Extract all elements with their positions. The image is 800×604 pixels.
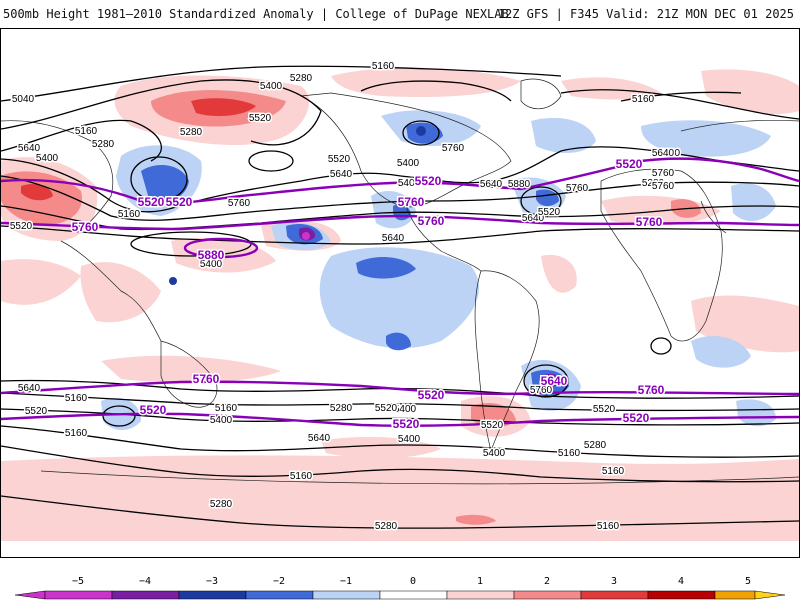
height-label-34: 5520 <box>481 420 504 431</box>
height-label-6: 5520 <box>249 113 272 124</box>
height-label-42: 5280 <box>210 499 233 510</box>
height-label-11: 5520 <box>328 154 351 165</box>
highlight-label-0: 5520 <box>166 195 193 209</box>
height-label-9: 5280 <box>92 139 115 150</box>
height-label-49: 5400 <box>398 434 421 445</box>
height-label-41: 5160 <box>65 428 88 439</box>
height-label-20: 5280 <box>658 148 681 159</box>
highlight-contour-labels: 5520 5760 5520 5880 5520 5760 5520 5760 5760 5520… <box>70 156 666 433</box>
height-label-32: 5400 <box>394 404 417 415</box>
height-label-19: 5160 <box>118 209 141 220</box>
colorbar-tick-4: −1 <box>340 576 352 587</box>
highlight-label-8: 5760 <box>193 372 220 386</box>
colorbar-tick-7: 2 <box>544 576 550 587</box>
height-label-35: 5760 <box>530 385 553 396</box>
height-label-10: 5400 <box>36 153 59 164</box>
height-label-14: 5760 <box>442 143 465 154</box>
height-label-29: 5520 <box>25 406 48 417</box>
height-label-17: 5760 <box>228 198 251 209</box>
colorbar-tick-2: −3 <box>206 576 218 587</box>
height-label-45: 5400 <box>210 415 233 426</box>
height-label-12: 5640 <box>330 169 353 180</box>
height-label-18: 5400 <box>398 178 421 189</box>
height-label-7: 5640 <box>18 143 41 154</box>
height-label-24: 5760 <box>652 168 675 179</box>
colorbar-tick-10: 5 <box>745 576 751 587</box>
colorbar-tick-6: 1 <box>477 576 483 587</box>
highlight-label-4: 5520 <box>415 174 442 188</box>
height-label-3: 5400 <box>260 81 283 92</box>
highlight-label-9: 5520 <box>418 388 445 402</box>
highlight-contours <box>1 157 799 427</box>
height-label-28: 5640 <box>18 383 41 394</box>
height-label-43: 5280 <box>375 521 398 532</box>
highlight-label-14: 5760 <box>398 195 425 209</box>
height-label-37: 5400 <box>483 448 506 459</box>
highlight-label-15: 5640 <box>541 374 568 388</box>
height-label-30: 5160 <box>215 403 238 414</box>
map-title: 500mb Height 1981–2010 Standardized Anom… <box>3 7 509 21</box>
height-label-40: 5160 <box>290 471 313 482</box>
very-strong-positive-anomaly-shading <box>21 98 256 201</box>
highlight-label-7: 5760 <box>636 215 663 229</box>
height-label-48: 5160 <box>558 448 581 459</box>
height-label-21: 5520 <box>10 221 33 232</box>
height-label-0: 5160 <box>372 61 395 72</box>
colorbar-tick-3: −2 <box>273 576 285 587</box>
height-label-8: 5160 <box>632 94 655 105</box>
height-label-38: 5280 <box>584 440 607 451</box>
height-label-4: 5160 <box>75 126 98 137</box>
height-label-15: 5640 <box>480 179 503 190</box>
height-label-16: 5880 <box>508 179 531 190</box>
colorbar-tick-8: 3 <box>611 576 617 587</box>
height-label-25: 5280 <box>642 178 665 189</box>
highlight-label-3: 5880 <box>198 248 225 262</box>
height-label-31: 5280 <box>330 403 353 414</box>
anomaly-map[interactable]: 5160 5040 5280 5400 5160 5280 5520 5640 5160 5280… <box>0 28 800 558</box>
height-label-39: 5160 <box>602 466 625 477</box>
height-label-50: 5640 <box>652 148 675 159</box>
height-label-13: 5400 <box>397 158 420 169</box>
height-label-44: 5160 <box>597 521 620 532</box>
highlight-label-5: 5760 <box>418 214 445 228</box>
height-label-47: 5520 <box>375 403 398 414</box>
colorbar-tick-1: −4 <box>139 576 151 587</box>
height-label-53: 5160 <box>65 393 88 404</box>
highlight-label-2: 5520 <box>138 195 165 209</box>
height-label-26: 5640 <box>522 213 545 224</box>
highlight-label-10: 5520 <box>393 417 420 431</box>
model-run-info: 12Z GFS | F345 Valid: 21Z MON DEC 01 202… <box>497 7 794 21</box>
height-label-52: 5520 <box>538 207 561 218</box>
height-label-33: 5640 <box>398 434 421 445</box>
colorbar-swatches <box>14 590 786 600</box>
highlight-label-13: 5520 <box>623 411 650 425</box>
map-header: 500mb Height 1981–2010 Standardized Anom… <box>0 0 800 28</box>
height-label-1: 5040 <box>12 94 35 105</box>
colorbar-tick-0: −5 <box>72 576 84 587</box>
highlight-label-1: 5760 <box>72 220 99 234</box>
height-label-51: 5760 <box>652 181 675 192</box>
height-label-22: 5400 <box>200 259 223 270</box>
coastlines <box>1 78 799 485</box>
colorbar-tick-5: 0 <box>410 576 416 587</box>
colorbar-tick-labels: −5 −4 −3 −2 −1 0 1 2 3 4 5 <box>72 576 751 587</box>
height-label-2: 5280 <box>290 73 313 84</box>
very-strong-negative-anomaly-shading <box>169 126 561 387</box>
highlight-label-6: 5520 <box>616 157 643 171</box>
height-label-27: 5760 <box>566 183 589 194</box>
anomaly-colorbar: −5 −4 −3 −2 −1 0 1 2 3 4 5 <box>0 560 800 600</box>
colorbar-tick-9: 4 <box>678 576 684 587</box>
highlight-label-11: 5760 <box>638 383 665 397</box>
height-label-36: 5520 <box>593 404 616 415</box>
highlight-label-12: 5520 <box>140 403 167 417</box>
height-label-5: 5280 <box>180 127 203 138</box>
height-label-23: 5640 <box>382 233 405 244</box>
height-label-46: 5640 <box>308 433 331 444</box>
